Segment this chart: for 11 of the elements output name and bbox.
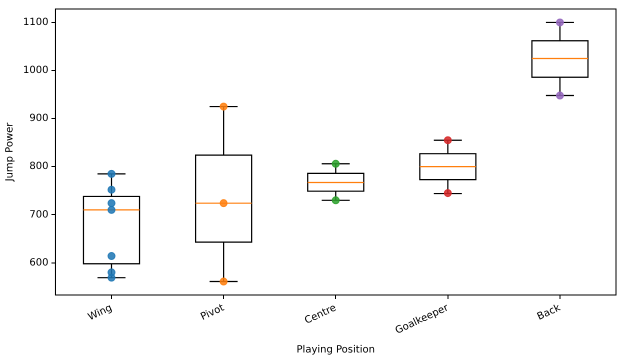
x-axis-title: Playing Position: [296, 344, 375, 356]
y-tick-label: 1100: [22, 17, 48, 28]
x-tick-label: Wing: [86, 302, 114, 324]
y-tick-label: 700: [29, 209, 48, 220]
y-tick-label: 800: [29, 161, 48, 172]
y-tick-label: 1000: [22, 65, 48, 76]
x-tick-label: Back: [536, 302, 562, 323]
x-tick-label: Pivot: [199, 302, 226, 323]
y-tick-label: 600: [29, 257, 48, 268]
y-tick-label: 900: [29, 113, 48, 124]
y-axis-title: Jump Power: [4, 122, 16, 182]
